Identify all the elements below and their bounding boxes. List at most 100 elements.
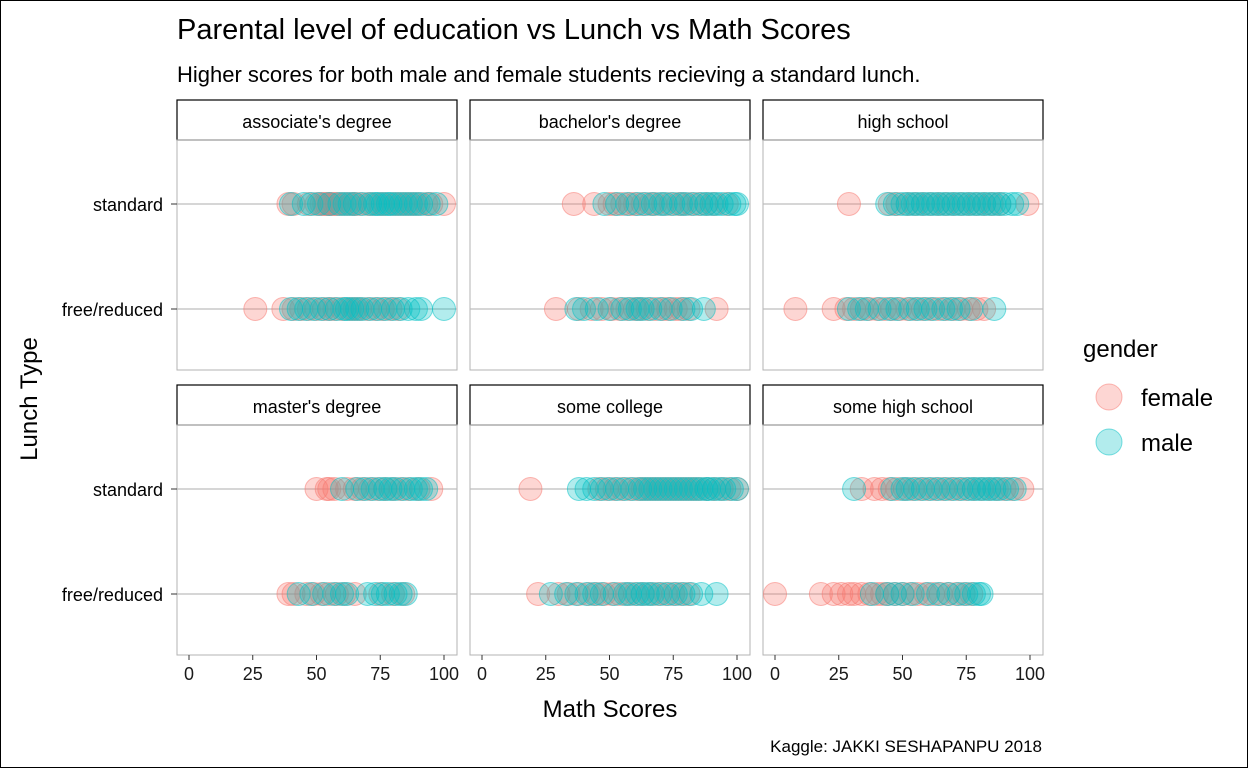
point-male bbox=[638, 297, 663, 321]
point-male bbox=[961, 582, 986, 606]
point-male bbox=[279, 192, 303, 216]
point-male bbox=[977, 477, 1002, 501]
point-male bbox=[913, 297, 938, 321]
point-female bbox=[783, 297, 808, 321]
point-male bbox=[882, 582, 907, 606]
point-male bbox=[340, 297, 365, 321]
point-female bbox=[763, 582, 787, 606]
point-male bbox=[630, 297, 655, 321]
caption: Kaggle: JAKKI SESHAPANPU 2018 bbox=[770, 737, 1042, 756]
panel-border bbox=[176, 139, 458, 371]
point-female bbox=[561, 192, 586, 216]
panel-some-high-school: some high school 0 25 50 75 100 bbox=[762, 384, 1045, 684]
point-male bbox=[617, 297, 642, 321]
point-male bbox=[992, 192, 1017, 216]
facet-strip bbox=[762, 384, 1044, 426]
point-male bbox=[398, 192, 423, 216]
point-male bbox=[363, 582, 388, 606]
point-male bbox=[679, 297, 704, 321]
point-female bbox=[518, 477, 543, 501]
point-male bbox=[403, 297, 428, 321]
x-tick-label: 25 bbox=[829, 664, 849, 684]
point-male bbox=[885, 297, 910, 321]
legend-label-female: female bbox=[1141, 385, 1213, 412]
point-male bbox=[572, 297, 596, 321]
panel-border bbox=[176, 424, 458, 656]
point-male bbox=[671, 582, 696, 606]
point-male bbox=[836, 297, 861, 321]
x-tick-label: 50 bbox=[892, 664, 912, 684]
point-male bbox=[582, 582, 607, 606]
point-female bbox=[808, 582, 833, 606]
point-female bbox=[543, 297, 568, 321]
point-male bbox=[704, 582, 729, 606]
facet-panels: associate's degree standard free/reduced ba… bbox=[62, 99, 1045, 684]
y-tick-label-standard: standard bbox=[93, 195, 163, 215]
y-axis-title: Lunch Type bbox=[16, 337, 43, 461]
facet-strip-label: high school bbox=[857, 112, 948, 132]
legend-title: gender bbox=[1083, 336, 1158, 363]
point-male bbox=[345, 297, 370, 321]
point-male bbox=[1005, 192, 1030, 216]
facet-strip-label: some college bbox=[557, 397, 663, 417]
point-male bbox=[409, 297, 434, 321]
x-tick-label: 75 bbox=[663, 664, 683, 684]
point-male bbox=[671, 297, 696, 321]
point-female bbox=[704, 297, 729, 321]
point-male bbox=[615, 192, 640, 216]
point-male bbox=[719, 477, 744, 501]
x-tick-label: 0 bbox=[770, 664, 780, 684]
point-female bbox=[317, 477, 342, 501]
point-female bbox=[526, 582, 551, 606]
point-male bbox=[383, 582, 408, 606]
point-male bbox=[396, 297, 421, 321]
point-female bbox=[865, 582, 889, 606]
point-male bbox=[432, 297, 456, 321]
point-male bbox=[691, 297, 716, 321]
point-male bbox=[969, 582, 994, 606]
x-tick-label: 75 bbox=[370, 664, 390, 684]
point-male bbox=[605, 192, 630, 216]
point-male bbox=[403, 477, 428, 501]
chart-title: Parental level of education vs Lunch vs … bbox=[177, 14, 851, 46]
x-tick-label: 0 bbox=[477, 664, 487, 684]
point-male bbox=[936, 582, 961, 606]
point-male bbox=[717, 192, 742, 216]
point-male bbox=[416, 192, 441, 216]
point-male bbox=[330, 582, 354, 606]
point-female bbox=[243, 297, 268, 321]
point-male bbox=[877, 297, 902, 321]
point-male bbox=[995, 477, 1020, 501]
legend-key-female bbox=[1095, 383, 1123, 411]
panel-border bbox=[469, 139, 751, 371]
point-male bbox=[597, 297, 622, 321]
panel-border bbox=[762, 424, 1044, 656]
facet-strip-label: some high school bbox=[833, 397, 973, 417]
point-male bbox=[938, 297, 963, 321]
x-tick-label: 50 bbox=[306, 664, 326, 684]
point-male bbox=[987, 192, 1012, 216]
point-female bbox=[589, 297, 614, 321]
point-male bbox=[661, 192, 686, 216]
point-male bbox=[307, 192, 332, 216]
point-male bbox=[847, 297, 872, 321]
point-male bbox=[409, 477, 434, 501]
point-male bbox=[640, 192, 665, 216]
point-male bbox=[378, 477, 403, 501]
point-male bbox=[921, 297, 946, 321]
point-male bbox=[322, 582, 347, 606]
panel-border bbox=[762, 139, 1044, 371]
chart-subtitle: Higher scores for both male and female s… bbox=[177, 62, 921, 87]
point-male bbox=[584, 297, 609, 321]
point-male bbox=[725, 477, 749, 501]
legend-key-male bbox=[1095, 428, 1123, 456]
y-tick-label-free-reduced: free/reduced bbox=[62, 585, 163, 605]
point-male bbox=[358, 192, 383, 216]
panel-high-school: high school bbox=[762, 99, 1044, 371]
point-female bbox=[972, 297, 997, 321]
point-male bbox=[388, 582, 413, 606]
panel-some-college: some college 0 25 50 75 100 bbox=[469, 384, 752, 684]
point-male bbox=[982, 477, 1007, 501]
point-female bbox=[870, 582, 895, 606]
